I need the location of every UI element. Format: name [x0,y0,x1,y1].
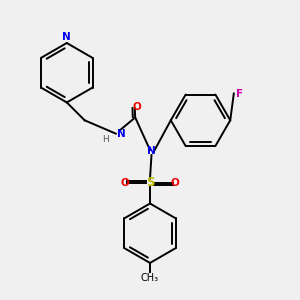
Text: O: O [171,178,180,188]
Text: CH₃: CH₃ [141,273,159,283]
Text: H: H [102,134,109,143]
Text: N: N [62,32,71,41]
Text: O: O [132,102,141,112]
Text: N: N [117,129,126,139]
Text: N: N [147,146,156,157]
Text: S: S [146,176,154,189]
Text: F: F [236,88,243,98]
Text: O: O [120,178,129,188]
